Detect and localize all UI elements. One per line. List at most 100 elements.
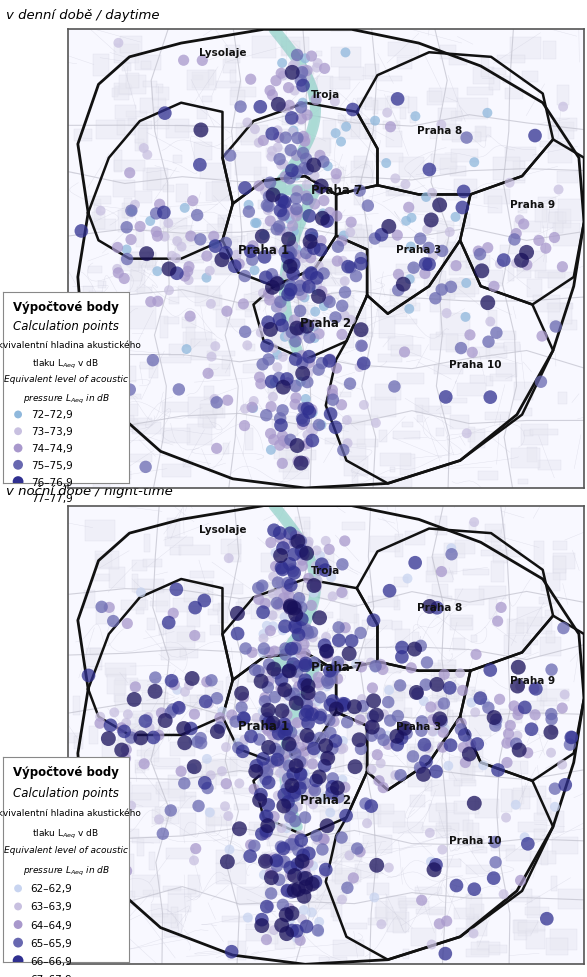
Point	[321, 533, 330, 549]
Bar	[299, 67, 313, 75]
Point	[447, 541, 456, 557]
Point	[437, 282, 446, 298]
Point	[282, 750, 291, 766]
Point	[287, 163, 296, 179]
Text: Calculation points: Calculation points	[13, 786, 119, 799]
Bar	[161, 403, 188, 412]
Bar	[121, 601, 148, 611]
Bar	[286, 786, 310, 794]
Point	[240, 181, 249, 196]
Bar	[488, 599, 497, 619]
Bar	[466, 950, 489, 957]
Point	[275, 531, 285, 546]
Point	[286, 763, 295, 779]
Point	[379, 733, 389, 748]
Point	[390, 379, 399, 395]
Point	[291, 191, 301, 207]
Point	[293, 164, 302, 180]
Bar	[237, 887, 268, 905]
Point	[272, 275, 281, 290]
Point	[295, 776, 305, 791]
Bar	[444, 543, 465, 558]
Point	[288, 219, 297, 234]
Point	[312, 828, 321, 843]
Point	[269, 850, 278, 866]
Bar	[230, 757, 260, 773]
Point	[306, 251, 315, 267]
Point	[207, 350, 216, 365]
Bar	[79, 299, 107, 315]
Point	[511, 256, 521, 272]
Point	[445, 680, 454, 696]
Bar	[372, 76, 402, 82]
Bar	[118, 465, 130, 471]
Point	[383, 737, 393, 752]
Point	[126, 730, 136, 745]
Bar	[163, 428, 190, 444]
Bar	[450, 616, 474, 630]
Point	[212, 395, 221, 410]
Point	[340, 533, 349, 549]
Point	[302, 319, 312, 335]
Point	[257, 763, 266, 779]
Point	[550, 781, 559, 796]
Point	[274, 726, 284, 742]
Point	[277, 561, 286, 576]
Bar	[504, 342, 519, 352]
Point	[355, 844, 365, 860]
Point	[268, 280, 277, 296]
Point	[440, 721, 450, 737]
Bar	[491, 845, 515, 851]
Bar	[271, 762, 286, 781]
Point	[303, 856, 313, 871]
Point	[264, 353, 274, 368]
Bar	[306, 765, 322, 782]
Point	[267, 144, 276, 159]
Bar	[472, 847, 487, 853]
Point	[277, 193, 286, 209]
Bar	[136, 609, 144, 615]
Bar	[320, 554, 334, 573]
Point	[338, 299, 347, 315]
Bar	[440, 813, 469, 831]
Point	[280, 244, 289, 260]
Point	[190, 600, 200, 616]
Point	[417, 892, 426, 908]
Point	[282, 226, 292, 241]
Point	[438, 842, 447, 858]
Point	[179, 721, 188, 737]
Point	[224, 808, 233, 824]
Point	[301, 810, 310, 826]
Bar	[268, 921, 278, 944]
Point	[249, 838, 259, 854]
Point	[285, 810, 295, 826]
Point	[255, 792, 264, 808]
Point	[295, 776, 304, 791]
Point	[278, 56, 287, 71]
Point	[520, 829, 529, 845]
Point	[460, 728, 470, 743]
Bar	[365, 99, 386, 110]
Bar	[202, 761, 225, 776]
Point	[291, 534, 300, 550]
Bar	[389, 692, 405, 712]
Point	[149, 730, 158, 745]
Point	[551, 319, 561, 335]
Point	[286, 836, 295, 852]
Point	[80, 844, 89, 860]
Bar	[500, 709, 522, 723]
Point	[300, 161, 309, 177]
Point	[311, 578, 320, 594]
Point	[151, 670, 160, 686]
Point	[359, 357, 369, 372]
Bar	[258, 650, 287, 655]
Point	[301, 52, 310, 67]
Point	[291, 598, 301, 614]
Bar	[224, 444, 230, 454]
Point	[259, 626, 268, 642]
Point	[397, 640, 407, 656]
Bar	[365, 119, 376, 140]
Bar	[535, 271, 565, 278]
Bar	[243, 364, 264, 373]
Text: Výpočtové body: Výpočtové body	[13, 301, 119, 314]
